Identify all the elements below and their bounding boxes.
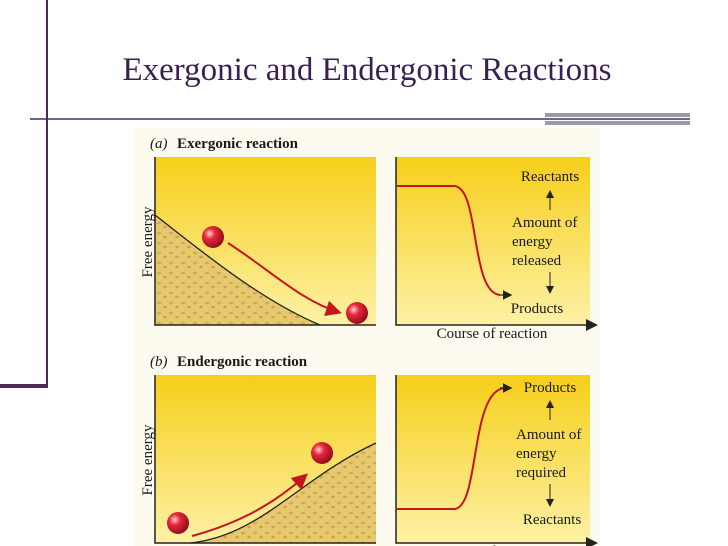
- ground-edge: [189, 442, 377, 544]
- motion-arrow: [227, 242, 342, 317]
- axes: [154, 157, 376, 326]
- axes: [154, 375, 376, 544]
- frame-bar: [0, 384, 48, 388]
- ball: [167, 512, 189, 534]
- y-axis-label: Free energy: [140, 424, 156, 495]
- top-label: Products: [524, 380, 577, 396]
- middle-label: Amount of: [516, 427, 581, 443]
- y-axis-label: Free energy: [140, 206, 156, 277]
- rule-accent: [545, 113, 690, 117]
- axes: [395, 157, 598, 331]
- top-label: Reactants: [521, 169, 579, 185]
- x-axis-label: Course of reaction: [437, 326, 548, 342]
- axes: [395, 375, 598, 546]
- ground: [155, 215, 320, 325]
- middle-label: energy: [512, 234, 553, 250]
- ball: [346, 302, 368, 324]
- panel-name: Exergonic reaction: [177, 136, 299, 152]
- ball: [202, 226, 224, 248]
- motion-arrow: [191, 473, 308, 537]
- x-axis-label: Course of reaction: [437, 544, 548, 546]
- bottom-label: Products: [511, 301, 564, 317]
- panel-letter: (b): [150, 354, 168, 370]
- bottom-label: Reactants: [523, 512, 581, 528]
- middle-label: Amount of: [512, 215, 577, 231]
- middle-label: released: [512, 253, 562, 269]
- plot-area: [396, 375, 590, 543]
- ground: [155, 443, 376, 543]
- panel-name: Endergonic reaction: [177, 354, 308, 370]
- energy-curve: [397, 185, 501, 296]
- middle-label: required: [516, 465, 566, 481]
- ground-edge: [154, 214, 321, 326]
- slide-title: Exergonic and Endergonic Reactions: [122, 52, 611, 88]
- panel-letter: (a): [150, 136, 168, 152]
- middle-label: energy: [516, 446, 557, 462]
- rule-accent: [545, 121, 690, 125]
- energy-curve: [397, 387, 506, 510]
- ball: [311, 442, 333, 464]
